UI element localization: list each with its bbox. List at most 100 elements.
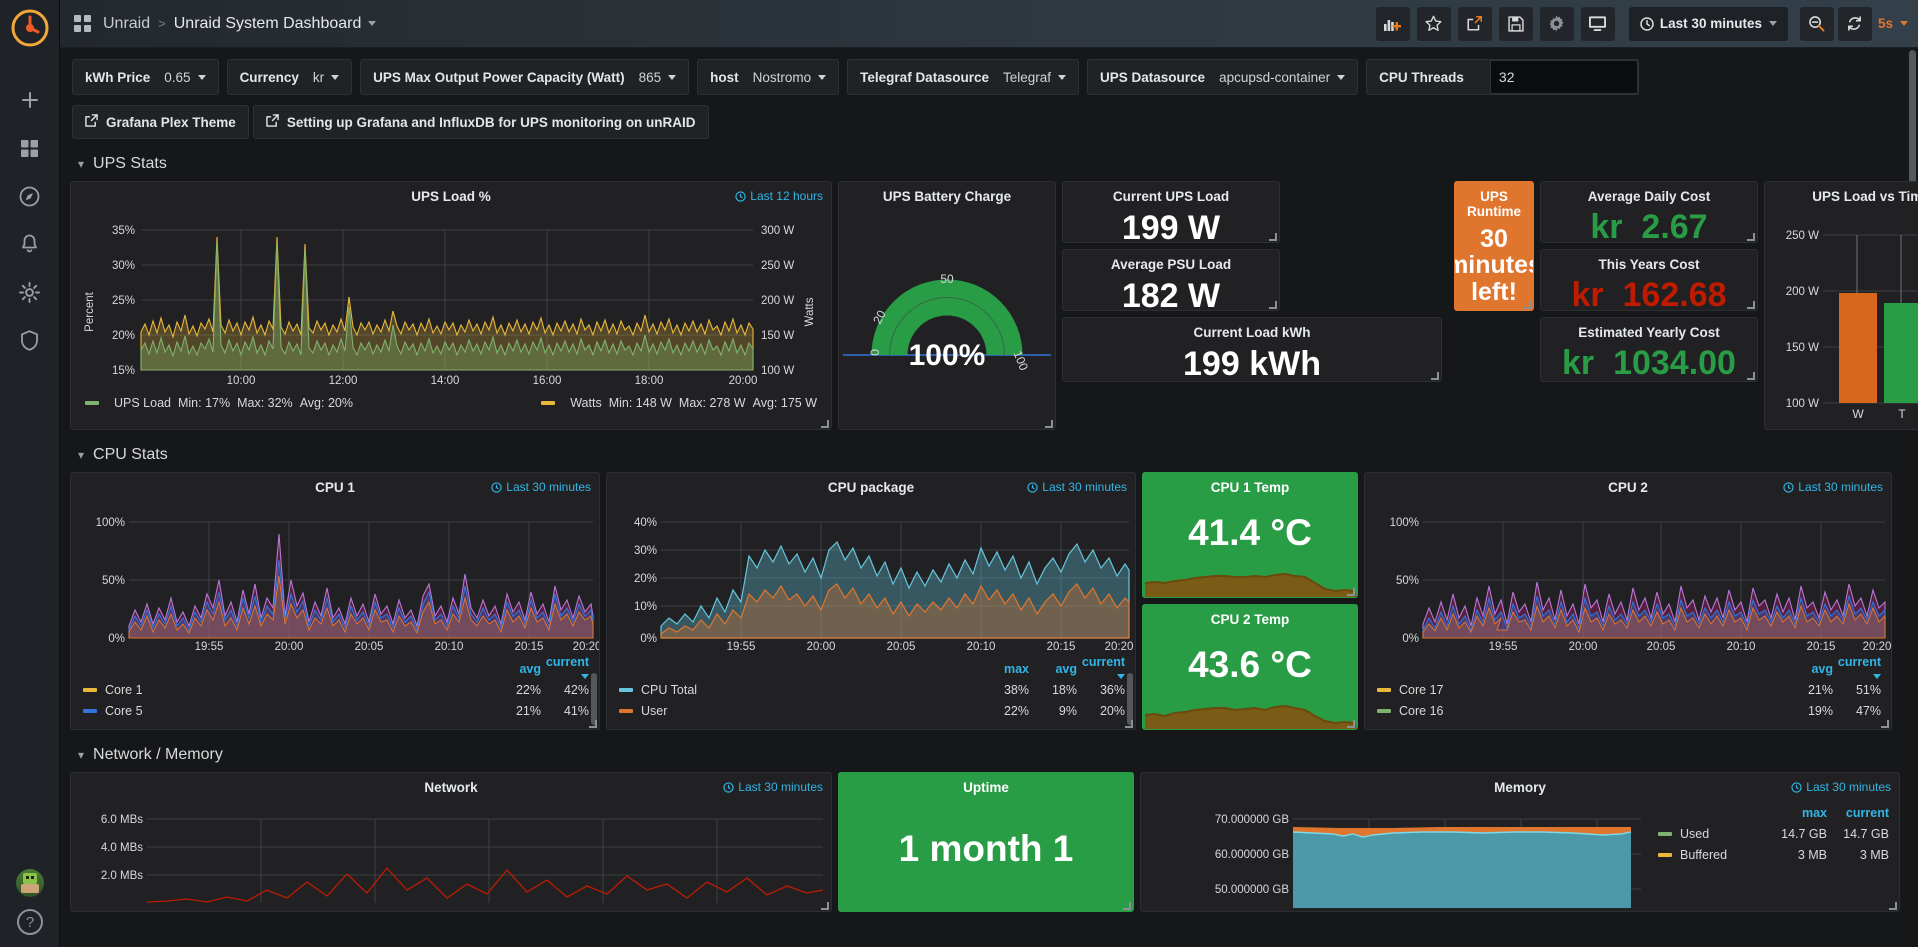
variable-kwh-price[interactable]: kWh Price 0.65	[72, 59, 219, 95]
link-grafana-plex-theme[interactable]: Grafana Plex Theme	[72, 105, 249, 139]
chevron-down-icon	[331, 75, 340, 81]
cpu-threads-input[interactable]	[1489, 60, 1638, 94]
legend-current: 41%	[563, 703, 589, 718]
add-panel-button[interactable]	[1375, 6, 1410, 41]
legend-col-avg[interactable]: avg	[1811, 661, 1833, 676]
variable-value[interactable]: 865	[639, 70, 677, 85]
mark-favorite-button[interactable]	[1416, 6, 1451, 41]
dashboard-settings-button[interactable]	[1539, 6, 1574, 41]
help-icon[interactable]: ?	[17, 909, 43, 935]
variable-host[interactable]: host Nostromo	[697, 59, 840, 95]
panel-resize-grip[interactable]	[1889, 902, 1897, 910]
panel-resize-grip[interactable]	[1523, 301, 1531, 309]
sidebar-item-alerting[interactable]	[8, 220, 52, 268]
save-dashboard-button[interactable]	[1498, 6, 1533, 41]
legend-col-avg[interactable]: avg	[1055, 661, 1077, 676]
panel-resize-grip[interactable]	[1269, 301, 1277, 309]
legend-col-current[interactable]: current	[1833, 655, 1881, 683]
refresh-interval-label[interactable]: 5s	[1877, 16, 1893, 31]
chevron-down-icon: ▾	[78, 157, 85, 171]
legend-col-current[interactable]: current	[541, 655, 589, 683]
panel-resize-grip[interactable]	[1347, 720, 1355, 728]
link-ups-monitoring-guide[interactable]: Setting up Grafana and InfluxDB for UPS …	[252, 105, 709, 139]
dashboard-grid-icon[interactable]	[74, 15, 91, 32]
panel-resize-grip[interactable]	[1747, 301, 1755, 309]
user-avatar-icon[interactable]	[16, 869, 44, 897]
variable-value[interactable]: Telegraf	[1003, 70, 1067, 85]
refresh-interval-chevron-down-icon[interactable]	[1900, 21, 1908, 26]
panel-resize-grip[interactable]	[821, 902, 829, 910]
panel-resize-grip[interactable]	[1045, 420, 1053, 428]
variable-value[interactable]: apcupsd-container	[1219, 70, 1346, 85]
sidebar-item-server-admin[interactable]	[8, 316, 52, 364]
memory-chart[interactable]: 70.000000 GB 60.000000 GB 50.000000 GB	[1141, 798, 1646, 908]
legend-item-watts[interactable]: Watts Min: 148 W Max: 278 W Avg: 175 W	[541, 396, 817, 410]
variable-currency[interactable]: Currency kr	[226, 59, 353, 95]
legend-item-core-17[interactable]: Core 17 21% 51%	[1377, 679, 1881, 700]
legend-col-current[interactable]: current	[1845, 805, 1889, 820]
panel-time-range[interactable]: Last 30 minutes	[1791, 780, 1891, 794]
legend-scrollbar[interactable]	[591, 673, 597, 725]
variable-ups-datasource[interactable]: UPS Datasource apcupsd-container	[1087, 59, 1359, 95]
panel-time-range[interactable]: Last 12 hours	[735, 189, 823, 203]
legend-scrollbar[interactable]	[1127, 673, 1133, 725]
legend-item-buffered[interactable]: Buffered 3 MB 3 MB	[1658, 844, 1889, 865]
sidebar-item-configuration[interactable]	[8, 268, 52, 316]
row-header-cpu-stats[interactable]: ▾ CPU Stats	[60, 430, 1918, 472]
legend-item-used[interactable]: Used 14.7 GB 14.7 GB	[1658, 823, 1889, 844]
legend-item-ups-load[interactable]: UPS Load Min: 17% Max: 32% Avg: 20%	[85, 396, 353, 410]
panel-resize-grip[interactable]	[1123, 902, 1131, 910]
battery-charge-gauge[interactable]: 0 20 50 100 100%	[839, 207, 1055, 422]
variable-value[interactable]: 0.65	[164, 70, 206, 85]
legend-col-max[interactable]: max	[1003, 661, 1029, 676]
breadcrumb-folder[interactable]: Unraid	[103, 14, 151, 32]
variable-ups-max-output-power-capacity[interactable]: UPS Max Output Power Capacity (Watt) 865	[360, 59, 690, 95]
variable-value[interactable]: kr	[313, 70, 340, 85]
legend-item-core-1[interactable]: Core 1 22% 42%	[83, 679, 589, 700]
network-chart[interactable]: 6.0 MBs 4.0 MBs 2.0 MBs	[71, 798, 831, 908]
panel-time-range[interactable]: Last 30 minutes	[1027, 480, 1127, 494]
legend-item-user[interactable]: User 22% 9% 20%	[619, 700, 1125, 721]
breadcrumb-chevron-down-icon[interactable]	[368, 21, 377, 26]
cpu-package-chart[interactable]: 40% 30% 20% 10% 0% 19:55 20:00 20:05	[607, 498, 1135, 653]
variable-cpu-threads[interactable]: CPU Threads	[1366, 59, 1639, 95]
ups-load-chart[interactable]: 35% 30% 25% 20% 15% Percent 300 W 250 W 200 …	[71, 207, 831, 387]
panel-resize-grip[interactable]	[821, 420, 829, 428]
time-range-picker[interactable]: Last 30 minutes	[1628, 6, 1788, 41]
row-header-ups-stats[interactable]: ▾ UPS Stats	[60, 139, 1918, 181]
panel-resize-grip[interactable]	[589, 720, 597, 728]
legend-item-core-5[interactable]: Core 5 21% 41%	[83, 700, 589, 721]
sidebar-item-dashboards[interactable]	[8, 124, 52, 172]
breadcrumb-dashboard-title[interactable]: Unraid System Dashboard	[173, 14, 362, 32]
panel-time-range[interactable]: Last 30 minutes	[1783, 480, 1883, 494]
legend-col-current[interactable]: current	[1077, 655, 1125, 683]
refresh-dashboard-button[interactable]	[1837, 6, 1872, 41]
panel-resize-grip[interactable]	[1269, 233, 1277, 241]
panel-resize-grip[interactable]	[1881, 720, 1889, 728]
variable-telegraf-datasource[interactable]: Telegraf Datasource Telegraf	[847, 59, 1080, 95]
variable-value[interactable]: Nostromo	[753, 70, 827, 85]
panel-time-range[interactable]: Last 30 minutes	[723, 780, 823, 794]
page-scrollbar[interactable]	[1909, 50, 1916, 200]
cpu-1-chart[interactable]: 100% 50% 0% 19:55 20:00 20:05 20:10 20:15 20:2…	[71, 498, 599, 653]
tv-kiosk-button[interactable]	[1580, 6, 1615, 41]
legend-col-max[interactable]: max	[1801, 805, 1827, 820]
panel-resize-grip[interactable]	[1347, 588, 1355, 596]
legend-item-core-16[interactable]: Core 16 19% 47%	[1377, 700, 1881, 721]
grafana-logo-icon[interactable]	[10, 8, 50, 48]
panel-resize-grip[interactable]	[1747, 372, 1755, 380]
row-header-network-memory[interactable]: ▾ Network / Memory	[60, 730, 1918, 772]
share-dashboard-button[interactable]	[1457, 6, 1492, 41]
panel-resize-grip[interactable]	[1125, 720, 1133, 728]
panel-resize-grip[interactable]	[1747, 233, 1755, 241]
svg-text:20%: 20%	[112, 330, 135, 342]
zoom-out-button[interactable]	[1799, 6, 1834, 41]
sidebar-item-create[interactable]	[8, 76, 52, 124]
legend-item-cpu-total[interactable]: CPU Total 38% 18% 36%	[619, 679, 1125, 700]
legend-col-avg[interactable]: avg	[519, 661, 541, 676]
sidebar-item-explore[interactable]	[8, 172, 52, 220]
panel-resize-grip[interactable]	[1431, 372, 1439, 380]
cpu-2-chart[interactable]: 100% 50% 0% 19:55 20:00 20:05 20:10 20:15 20:2…	[1365, 498, 1891, 653]
panel-time-range[interactable]: Last 30 minutes	[491, 480, 591, 494]
